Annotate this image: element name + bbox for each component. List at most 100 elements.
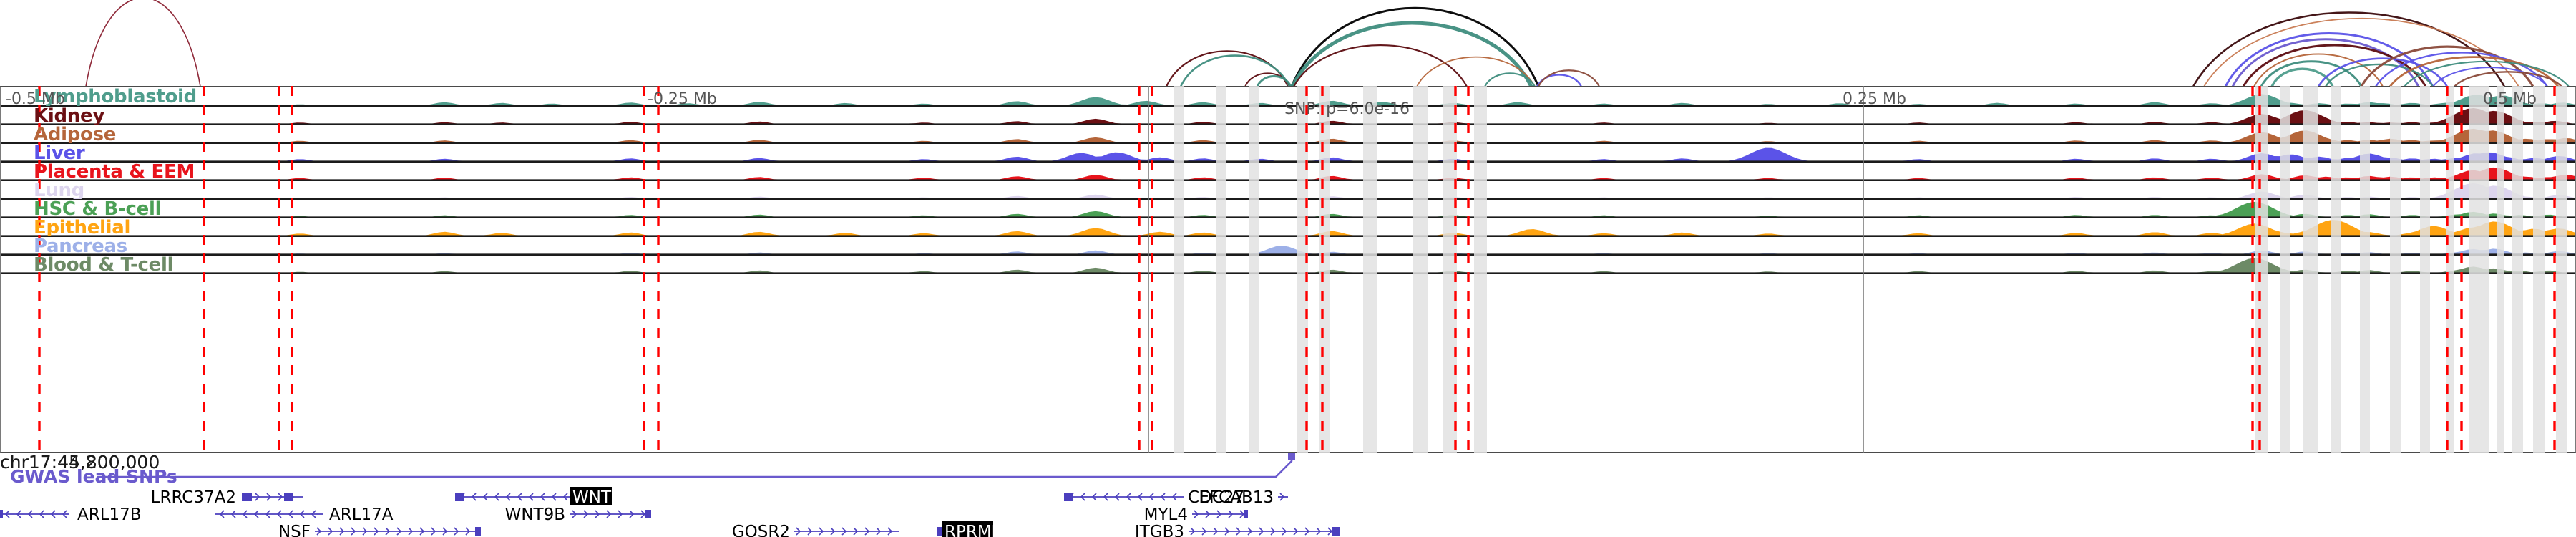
track-row-liver[interactable]: Liver <box>1 143 2575 162</box>
gwas-lead-snps-label: GWAS lead SNPs <box>10 466 177 487</box>
track-row-epithelial[interactable]: Epithelial <box>1 218 2575 236</box>
strand-arrow <box>640 510 646 518</box>
strand-arrow <box>1224 527 1230 536</box>
strand-arrow <box>442 527 448 536</box>
strand-arrow <box>255 493 260 501</box>
interaction-arc[interactable] <box>2374 52 2549 87</box>
interaction-arc[interactable] <box>1292 44 1468 87</box>
coordinate-label: chr17:44,800,000 <box>0 453 160 473</box>
interaction-arc[interactable] <box>1537 69 1601 87</box>
gene-label[interactable]: NSF <box>278 523 311 537</box>
track-row-adipose[interactable]: Adipose <box>1 125 2575 143</box>
interaction-arc[interactable] <box>2224 32 2434 87</box>
strand-arrow <box>1103 493 1108 501</box>
track-label-epithelial: Epithelial <box>34 218 131 236</box>
strand-arrow <box>1304 527 1310 536</box>
gene-label[interactable]: LRRC37A2 <box>151 488 236 507</box>
coordinate-label: chr17:45,200,000 <box>0 453 160 473</box>
interaction-arc[interactable] <box>2432 67 2548 87</box>
strand-arrow <box>276 510 282 518</box>
gene-exon <box>1332 527 1340 536</box>
gene-exon <box>645 510 651 518</box>
strand-arrow <box>796 527 801 536</box>
strand-arrow <box>528 493 534 501</box>
interaction-arc[interactable] <box>1290 6 1540 87</box>
track-area <box>1 201 2575 218</box>
track-row-blood-t-cell[interactable]: Blood & T-cell <box>1 255 2575 274</box>
strand-arrow <box>1270 527 1276 536</box>
strand-arrow <box>1190 527 1196 536</box>
strand-arrow <box>1239 510 1245 518</box>
gene-label[interactable]: RPRML <box>945 523 1001 537</box>
interaction-arc[interactable] <box>2453 71 2563 87</box>
gene-exon <box>1244 510 1248 518</box>
interaction-arc[interactable] <box>1290 21 1533 87</box>
strand-arrow <box>1091 493 1097 501</box>
interaction-arc[interactable] <box>85 0 201 87</box>
gene-label[interactable]: MYL4 <box>1144 505 1188 524</box>
gene-label[interactable]: GOSR2 <box>732 523 790 537</box>
strand-arrow <box>471 493 477 501</box>
gwas-lead-snp-marker[interactable] <box>1288 453 1295 460</box>
track-label-pancreas: Pancreas <box>34 236 127 255</box>
track-row-pancreas[interactable]: Pancreas <box>1 236 2575 255</box>
interaction-arc[interactable] <box>2192 11 2506 87</box>
gene-label[interactable]: ARL17B <box>77 505 142 524</box>
strand-arrow <box>1259 527 1264 536</box>
track-area <box>1 147 2575 162</box>
strand-arrow <box>1327 527 1333 536</box>
strand-arrow <box>50 510 56 518</box>
gene-exon <box>455 493 464 501</box>
strand-arrow <box>385 527 391 536</box>
interaction-arc[interactable] <box>1179 54 1291 87</box>
strand-arrow <box>505 493 511 501</box>
strand-arrow <box>1282 527 1287 536</box>
track-label-liver: Liver <box>34 143 85 162</box>
interaction-arc[interactable] <box>2360 45 2534 87</box>
strand-arrow <box>311 510 316 518</box>
track-row-lung[interactable]: Lung <box>1 180 2575 199</box>
strand-arrow <box>1279 493 1285 501</box>
interaction-arc[interactable] <box>1416 56 1536 87</box>
track-area <box>1 167 2575 180</box>
gene-label[interactable]: WNT9B <box>505 505 565 524</box>
strand-arrow <box>459 493 465 501</box>
interaction-arc[interactable] <box>1536 74 1583 87</box>
strand-arrow <box>219 510 225 518</box>
interaction-arc[interactable] <box>2324 63 2434 87</box>
strand-arrow <box>482 493 488 501</box>
ruler-tick-label: -0.25 Mb <box>648 90 717 108</box>
strand-arrow <box>1236 527 1241 536</box>
gene-label-highlight <box>942 521 993 537</box>
strand-arrow <box>266 493 272 501</box>
track-label-lymphoblastoid: Lymphoblastoid <box>34 87 197 106</box>
track-row-placenta-eem[interactable]: Placenta & EEM <box>1 162 2575 180</box>
strand-arrow <box>1205 510 1211 518</box>
ruler-tick-label: -0.5 Mb <box>6 90 65 108</box>
strand-arrow <box>1148 493 1154 501</box>
strand-arrow <box>1316 527 1322 536</box>
gene-label[interactable]: ITGB3 <box>1135 523 1184 537</box>
track-signal <box>1 246 2575 255</box>
interaction-arc[interactable] <box>2260 60 2363 87</box>
interaction-arc[interactable] <box>2389 56 2560 87</box>
gene-label[interactable]: CDC27 <box>1188 488 1244 507</box>
interaction-arc[interactable] <box>1483 72 1536 87</box>
interaction-arc[interactable] <box>2317 57 2449 87</box>
strand-arrow <box>1171 493 1177 501</box>
interaction-arc[interactable] <box>2403 60 2570 87</box>
interaction-arc[interactable] <box>2242 44 2427 87</box>
gene-label[interactable]: EFCAB13 <box>1199 488 1274 507</box>
track-label-hsc-b-cell: HSC & B-cell <box>34 199 162 218</box>
strand-arrow <box>562 493 568 501</box>
strand-arrow <box>265 510 270 518</box>
interaction-arc[interactable] <box>2270 67 2334 87</box>
gene-label[interactable]: ARL17A <box>329 505 394 524</box>
strand-arrow <box>583 510 589 518</box>
interaction-arc[interactable] <box>1256 75 1292 87</box>
track-row-hsc-b-cell[interactable]: HSC & B-cell <box>1 199 2575 218</box>
strand-arrow <box>807 527 813 536</box>
gene-label[interactable]: WNT3 <box>572 488 622 507</box>
arc-svg <box>85 0 2570 87</box>
